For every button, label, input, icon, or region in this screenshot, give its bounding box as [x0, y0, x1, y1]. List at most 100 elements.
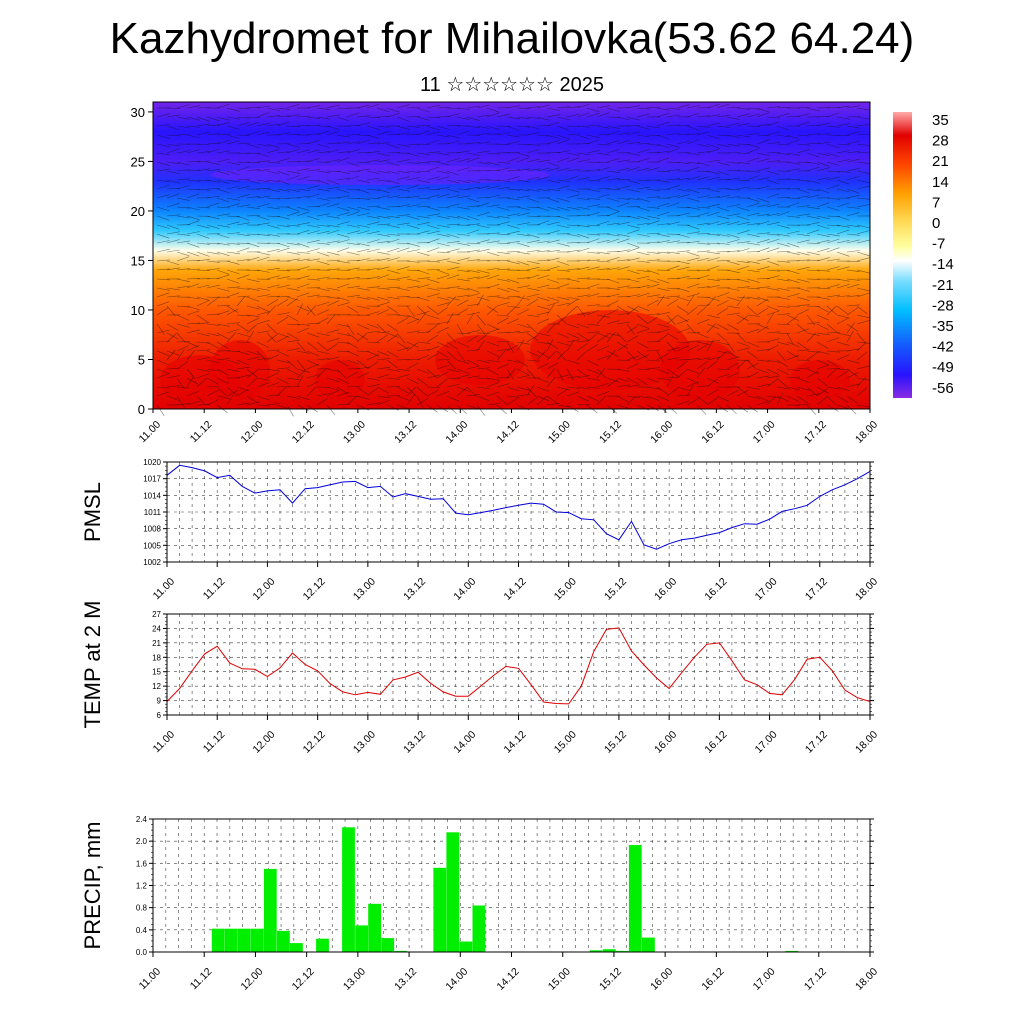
TEMP at 2 M-xtick-label-6: 14.00: [451, 729, 478, 756]
precip-bar-25: [472, 905, 486, 952]
PMSL-ytick-label-6: 1020: [143, 458, 161, 467]
TEMP at 2 M-grid: [167, 614, 870, 715]
PMSL-ytick-label-1: 1005: [143, 541, 161, 550]
cold-core: [210, 165, 550, 185]
TEMP at 2 M-xtick-label-8: 15.00: [552, 729, 579, 756]
precip-bar-10: [277, 930, 290, 952]
PRECIP, mm-xtick-label-0: 11.00: [137, 966, 164, 993]
PMSL-xtick-label-14: 18.00: [853, 576, 880, 603]
precip-bar-6: [224, 928, 238, 952]
PRECIP, mm-xtick-label-2: 12.00: [238, 966, 265, 993]
TEMP at 2 M-xtick-label-10: 16.00: [652, 729, 679, 756]
precip-bar-15: [342, 827, 355, 952]
heat-ytick-label-5: 25: [131, 154, 145, 169]
heat-ytick-label-0: 0: [138, 402, 145, 417]
colorbar-label-2: 21: [932, 153, 949, 170]
TEMP at 2 M-ytick-label-3: 15: [152, 668, 161, 677]
TEMP at 2 M-xtick-label-2: 12.00: [250, 729, 277, 756]
heat-xtick-label-13: 17.12: [802, 419, 829, 446]
precip-bar-16: [355, 925, 368, 952]
precip-bar-17: [368, 903, 381, 952]
PMSL-ytick-label-0: 1002: [143, 558, 161, 567]
PMSL-xtick-label-2: 12.00: [250, 576, 277, 603]
PRECIP, mm-xtick-label-11: 16.12: [699, 966, 726, 993]
PMSL-xtick-label-6: 14.00: [451, 576, 478, 603]
colorbar-label-10: -35: [932, 318, 954, 335]
precip-bar-13: [316, 938, 329, 952]
PRECIP, mm-xtick-label-5: 13.12: [392, 966, 419, 993]
precip-bar-23: [446, 832, 460, 952]
PRECIP, mm-ylabel: PRECIP, mm: [80, 822, 105, 950]
precip-bar-37: [628, 845, 642, 952]
PRECIP, mm-xtick-label-14: 18.00: [853, 966, 880, 993]
PRECIP, mm-ytick-label-1: 0.4: [136, 926, 148, 935]
TEMP at 2 M-xtick-label-14: 18.00: [853, 729, 880, 756]
colorbar-label-5: 0: [932, 215, 940, 232]
PMSL-xtick-label-9: 15.12: [602, 576, 629, 603]
PRECIP, mm-xtick-label-9: 15.12: [597, 966, 624, 993]
precip-bar-22: [433, 867, 447, 952]
precip-bar-34: [589, 950, 603, 952]
heat-xtick-label-5: 13.12: [392, 419, 419, 446]
PMSL-xtick-label-3: 12.12: [301, 576, 328, 603]
PMSL-xtick-label-5: 13.12: [401, 576, 428, 603]
TEMP at 2 M-ytick-label-4: 18: [152, 653, 161, 662]
heat-xtick-label-10: 16.00: [648, 419, 675, 446]
TEMP at 2 M-xtick-label-7: 14.12: [502, 729, 529, 756]
precip-bar-7: [237, 928, 251, 952]
precip-bar-49: [785, 950, 799, 952]
TEMP at 2 M-xtick-label-3: 12.12: [301, 729, 328, 756]
TEMP at 2 M-ylabel: TEMP at 2 M: [80, 601, 105, 729]
chart-title: Kazhydromet for Mihailovka(53.62 64.24): [109, 14, 915, 63]
heat-xtick-label-7: 14.12: [495, 419, 522, 446]
colorbar-gradient: [893, 112, 912, 398]
precip-bar-8: [250, 928, 264, 952]
colorbar-label-3: 14: [932, 174, 949, 191]
PRECIP, mm-xtick-label-8: 15.00: [546, 966, 573, 993]
colorbar-label-8: -21: [932, 277, 954, 294]
PMSL-ytick-label-3: 1011: [144, 508, 162, 517]
warm-core-3: [530, 310, 690, 390]
heat-xtick-label-11: 16.12: [699, 419, 726, 446]
precip-bar-36: [615, 950, 629, 952]
PMSL-xtick-label-13: 17.12: [803, 576, 830, 603]
heat-ytick-label-4: 20: [131, 204, 145, 219]
PMSL-xtick-label-0: 11.00: [151, 576, 178, 603]
heat-xtick-label-14: 18.00: [853, 419, 880, 446]
heat-ytick-label-3: 15: [131, 253, 145, 268]
colorbar-label-9: -28: [932, 297, 954, 314]
heat-xtick-label-3: 12.12: [290, 419, 317, 446]
colorbar-label-11: -42: [932, 339, 954, 356]
heat-xtick-label-6: 14.00: [443, 419, 470, 446]
TEMP at 2 M-ytick-label-0: 6: [157, 711, 162, 720]
PRECIP, mm-xtick-label-3: 12.12: [290, 966, 317, 993]
temp-panel: 6 9 12 15 18 21 24 27 11.00 11.12 12.00 12.12 13.00 1…: [80, 601, 880, 756]
PRECIP, mm-xtick-label-10: 16.00: [648, 966, 675, 993]
colorbar-label-1: 28: [932, 133, 949, 150]
chart-subtitle: 11 ☆☆☆☆☆☆ 2025: [420, 74, 604, 96]
TEMP at 2 M-xtick-label-0: 11.00: [151, 729, 178, 756]
PMSL-ytick-label-2: 1008: [143, 525, 161, 534]
precip-bar-9: [263, 868, 277, 952]
colorbar-label-13: -56: [932, 380, 954, 397]
TEMP at 2 M-ytick-label-1: 9: [157, 697, 162, 706]
heat-xtick-label-2: 12.00: [238, 419, 265, 446]
PRECIP, mm-ytick-label-6: 2.4: [136, 815, 148, 824]
PMSL-ylabel: PMSL: [80, 482, 105, 542]
TEMP at 2 M-ytick-label-6: 24: [152, 624, 161, 633]
cross-section-panel: 0 5 10 15 20 25 30 11.00 11.12 12.00 12.12 13.00 13.…: [131, 101, 880, 446]
heat-xtick-label-9: 15.12: [597, 419, 624, 446]
TEMP at 2 M-ytick-label-5: 21: [152, 639, 161, 648]
heat-xtick-label-1: 11.12: [188, 419, 215, 446]
TEMP at 2 M-xtick-label-12: 17.00: [753, 729, 780, 756]
wind-barbs: [156, 103, 871, 417]
TEMP at 2 M-xtick-label-13: 17.12: [803, 729, 830, 756]
heat-ytick-label-2: 10: [131, 303, 145, 318]
heat-ytick-label-1: 5: [138, 352, 145, 367]
warm-core-2: [435, 335, 525, 385]
warm-core-6: [315, 360, 365, 400]
PMSL-ytick-label-5: 1017: [143, 475, 161, 484]
PRECIP, mm-ytick-label-0: 0.0: [136, 948, 148, 957]
PMSL-xtick-label-12: 17.00: [753, 576, 780, 603]
precip-bar-35: [602, 949, 616, 952]
